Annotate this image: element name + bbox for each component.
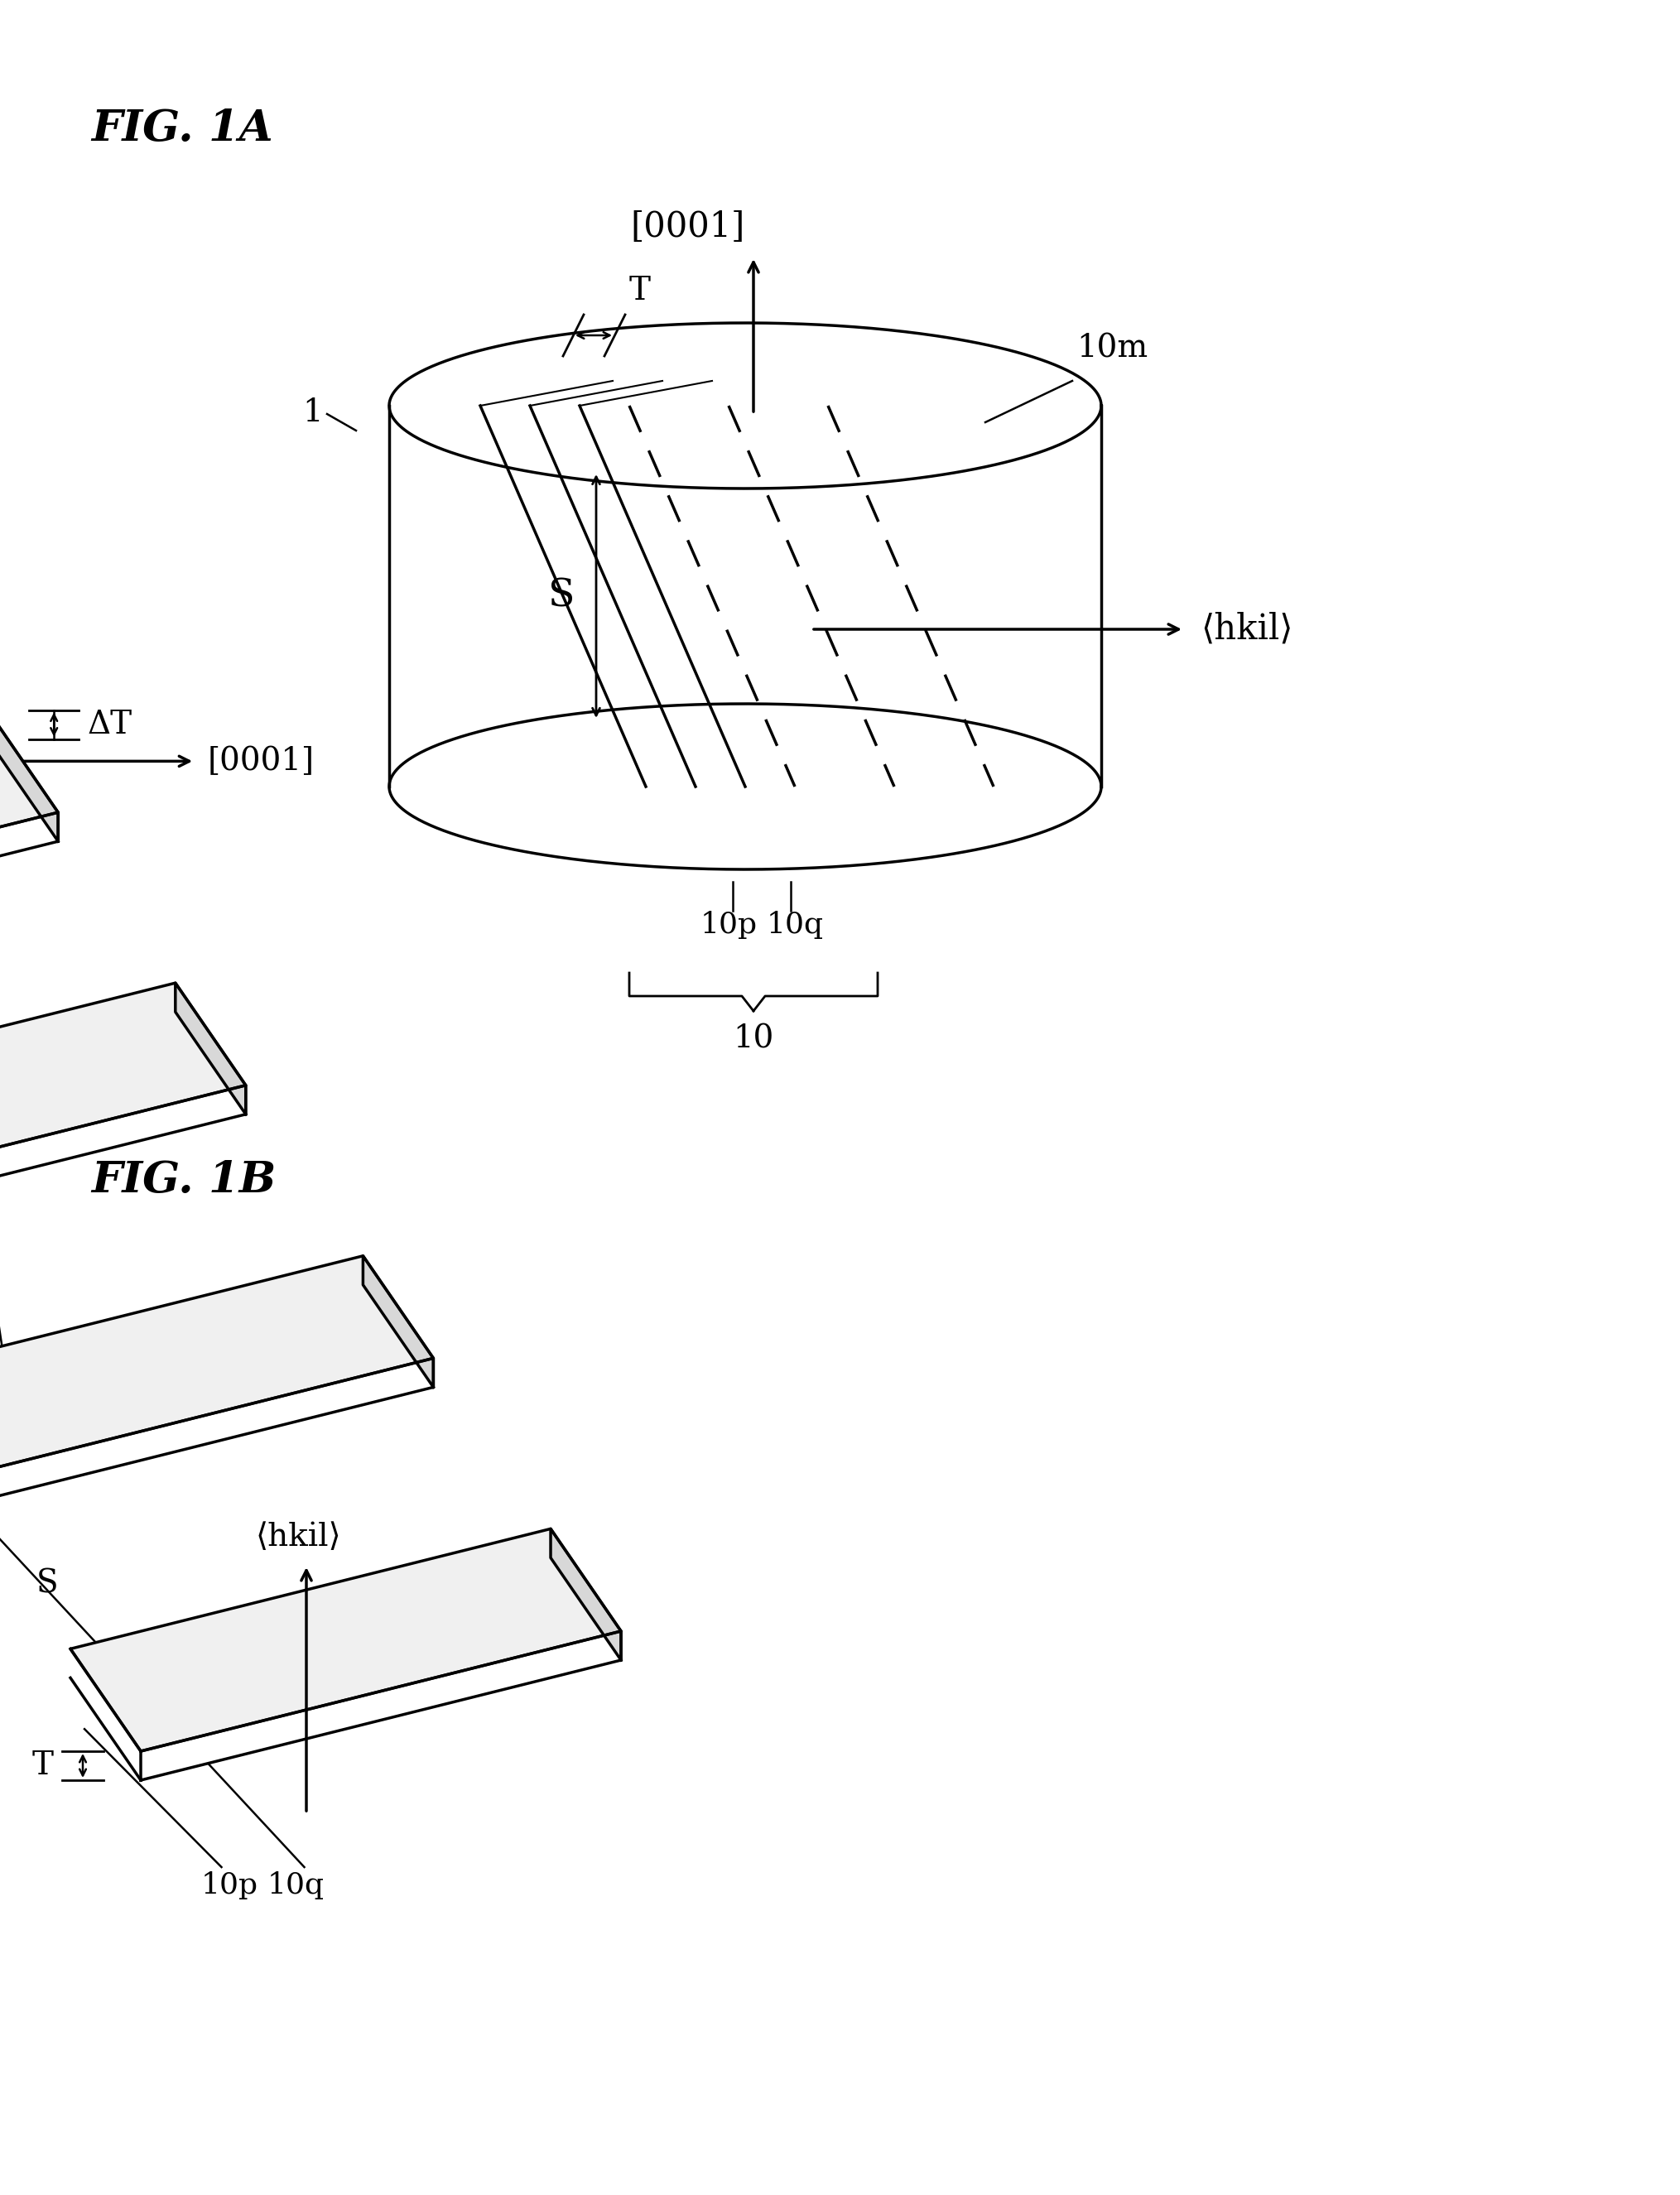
Text: [0001]: [0001] (630, 209, 746, 244)
Text: T: T (630, 277, 650, 307)
Polygon shape (551, 1528, 622, 1659)
Text: 10p: 10p (701, 911, 758, 939)
Polygon shape (0, 709, 59, 841)
Text: 10: 10 (732, 1023, 774, 1054)
Polygon shape (71, 1528, 622, 1752)
Polygon shape (141, 1631, 622, 1780)
Polygon shape (0, 1256, 433, 1477)
Text: S: S (549, 577, 576, 615)
Text: 10q: 10q (766, 911, 823, 939)
Text: ΔT: ΔT (87, 709, 133, 740)
Polygon shape (363, 1256, 433, 1387)
Polygon shape (0, 1359, 433, 1508)
Text: ⟨hkil⟩: ⟨hkil⟩ (1201, 612, 1294, 648)
Text: FIG. 1B: FIG. 1B (91, 1159, 276, 1201)
Polygon shape (0, 812, 59, 961)
Text: 10p: 10p (202, 1872, 259, 1899)
Polygon shape (175, 983, 245, 1115)
Text: [0001]: [0001] (207, 746, 314, 777)
Text: FIG. 1A: FIG. 1A (91, 108, 272, 149)
Text: T: T (32, 1749, 54, 1780)
Text: 10q: 10q (267, 1872, 324, 1899)
Text: S: S (37, 1569, 59, 1600)
Text: ⟨hkil⟩: ⟨hkil⟩ (255, 1521, 341, 1552)
Text: 1: 1 (302, 397, 323, 428)
Polygon shape (0, 983, 245, 1205)
Polygon shape (0, 709, 59, 933)
Text: 10m: 10m (1077, 334, 1147, 364)
Polygon shape (0, 1084, 245, 1234)
